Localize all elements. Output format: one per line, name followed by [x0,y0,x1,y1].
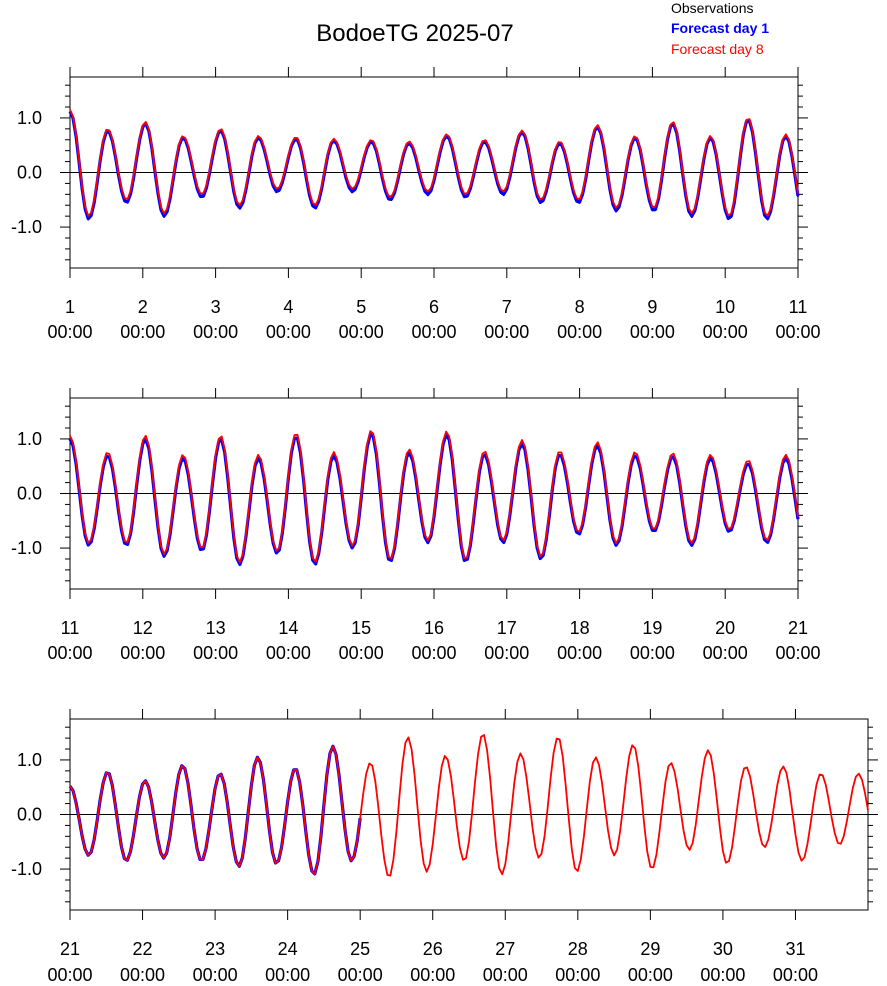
y-tick-label: 0.0 [17,805,42,825]
x-tick-label-time: 00:00 [557,643,602,663]
x-tick-label-time: 00:00 [47,643,92,663]
x-tick-label-day: 29 [640,939,660,959]
x-tick-label-day: 9 [647,297,657,317]
x-tick-label-time: 00:00 [193,322,238,342]
x-tick-label-day: 27 [495,939,515,959]
x-tick-label-time: 00:00 [339,643,384,663]
series-line-forecast-day-8 [69,109,799,217]
x-tick-label-time: 00:00 [120,643,165,663]
y-tick-label: -1.0 [11,859,42,879]
x-tick-label-time: 00:00 [47,965,92,985]
legend-entry-forecast-day-1: Forecast day 1 [671,20,769,36]
x-tick-label-day: 4 [283,297,293,317]
x-tick-label-day: 23 [205,939,225,959]
x-tick-label-time: 00:00 [411,322,456,342]
x-tick-label-day: 8 [575,297,585,317]
x-tick-label-day: 13 [206,618,226,638]
x-tick-label-day: 12 [133,618,153,638]
x-tick-label-time: 00:00 [483,965,528,985]
x-tick-label-time: 00:00 [193,965,238,985]
x-tick-label-time: 00:00 [484,322,529,342]
y-tick-label: 1.0 [17,429,42,449]
x-tick-label-time: 00:00 [47,322,92,342]
chart-panels: 1.0 0.0 -1.0 1 00:00 2 00:00 3 00:00 4 00:00 5 00:00… [11,67,878,985]
x-tick-label-time: 00:00 [630,322,675,342]
y-tick-label: 0.0 [17,484,42,504]
y-tick-label: 0.0 [17,163,42,183]
x-tick-label-time: 00:00 [339,322,384,342]
x-tick-label-time: 00:00 [775,643,820,663]
x-tick-label-day: 21 [60,939,80,959]
panel-1: 1.0 0.0 -1.0 1 00:00 2 00:00 3 00:00 4 00:00 5 00:00… [11,67,821,342]
series-line-forecast-day-1 [68,744,362,876]
x-tick-label-time: 00:00 [775,322,820,342]
x-tick-label-time: 00:00 [338,965,383,985]
legend-entry-forecast-day-8: Forecast day 8 [671,41,764,57]
x-tick-label-day: 6 [429,297,439,317]
series-line-forecast-day-1 [68,432,800,566]
y-tick-label: -1.0 [11,217,42,237]
x-tick-label-day: 21 [788,618,808,638]
x-tick-label-day: 5 [356,297,366,317]
y-tick-label: 1.0 [17,108,42,128]
x-tick-label-time: 00:00 [630,643,675,663]
y-tick-label: 1.0 [17,750,42,770]
legend: Observations Forecast day 1 Forecast day… [671,0,769,57]
x-tick-label-day: 30 [713,939,733,959]
x-tick-label-day: 31 [785,939,805,959]
x-tick-label-day: 7 [502,297,512,317]
x-tick-label-time: 00:00 [120,965,165,985]
x-tick-label-day: 18 [570,618,590,638]
x-tick-label-day: 1 [65,297,75,317]
x-tick-label-day: 11 [789,297,808,317]
x-tick-label-day: 25 [350,939,370,959]
x-tick-label-time: 00:00 [700,965,745,985]
x-tick-label-time: 00:00 [703,643,748,663]
x-tick-label-time: 00:00 [411,643,456,663]
series-line-observations [69,745,361,875]
x-tick-label-day: 19 [642,618,662,638]
x-tick-label-day: 14 [278,618,298,638]
series-line-observations [69,433,799,566]
panel-3: 1.0 0.0 -1.0 21 00:00 22 00:00 23 00:00 24 00:00 25… [11,709,878,985]
x-tick-label-day: 24 [278,939,298,959]
x-tick-label-time: 00:00 [120,322,165,342]
y-tick-label: -1.0 [11,538,42,558]
x-tick-label-time: 00:00 [265,965,310,985]
x-tick-label-day: 16 [424,618,444,638]
x-tick-label-day: 2 [138,297,148,317]
panel-2: 1.0 0.0 -1.0 11 00:00 12 00:00 13 00:00 14 00:00 15… [11,388,821,663]
x-tick-label-time: 00:00 [557,322,602,342]
x-tick-label-day: 22 [133,939,153,959]
x-tick-label-day: 28 [568,939,588,959]
series-line-forecast-day-8 [69,430,799,564]
x-tick-label-day: 17 [497,618,517,638]
x-tick-label-time: 00:00 [193,643,238,663]
x-tick-label-day: 26 [423,939,443,959]
chart-title: BodoeTG 2025-07 [316,20,513,47]
series-line-forecast-day-8 [69,734,869,877]
x-tick-label-time: 00:00 [266,322,311,342]
x-tick-label-time: 00:00 [628,965,673,985]
x-tick-label-time: 00:00 [555,965,600,985]
legend-entry-observations: Observations [671,0,753,16]
x-tick-label-time: 00:00 [773,965,818,985]
series-line-forecast-day-1 [68,110,800,221]
x-tick-label-time: 00:00 [266,643,311,663]
x-tick-label-day: 20 [715,618,735,638]
x-tick-label-day: 10 [715,297,735,317]
x-tick-label-day: 11 [61,618,80,638]
x-tick-label-day: 15 [351,618,371,638]
x-tick-label-time: 00:00 [703,322,748,342]
x-tick-label-time: 00:00 [484,643,529,663]
x-tick-label-day: 3 [211,297,221,317]
x-tick-label-time: 00:00 [410,965,455,985]
